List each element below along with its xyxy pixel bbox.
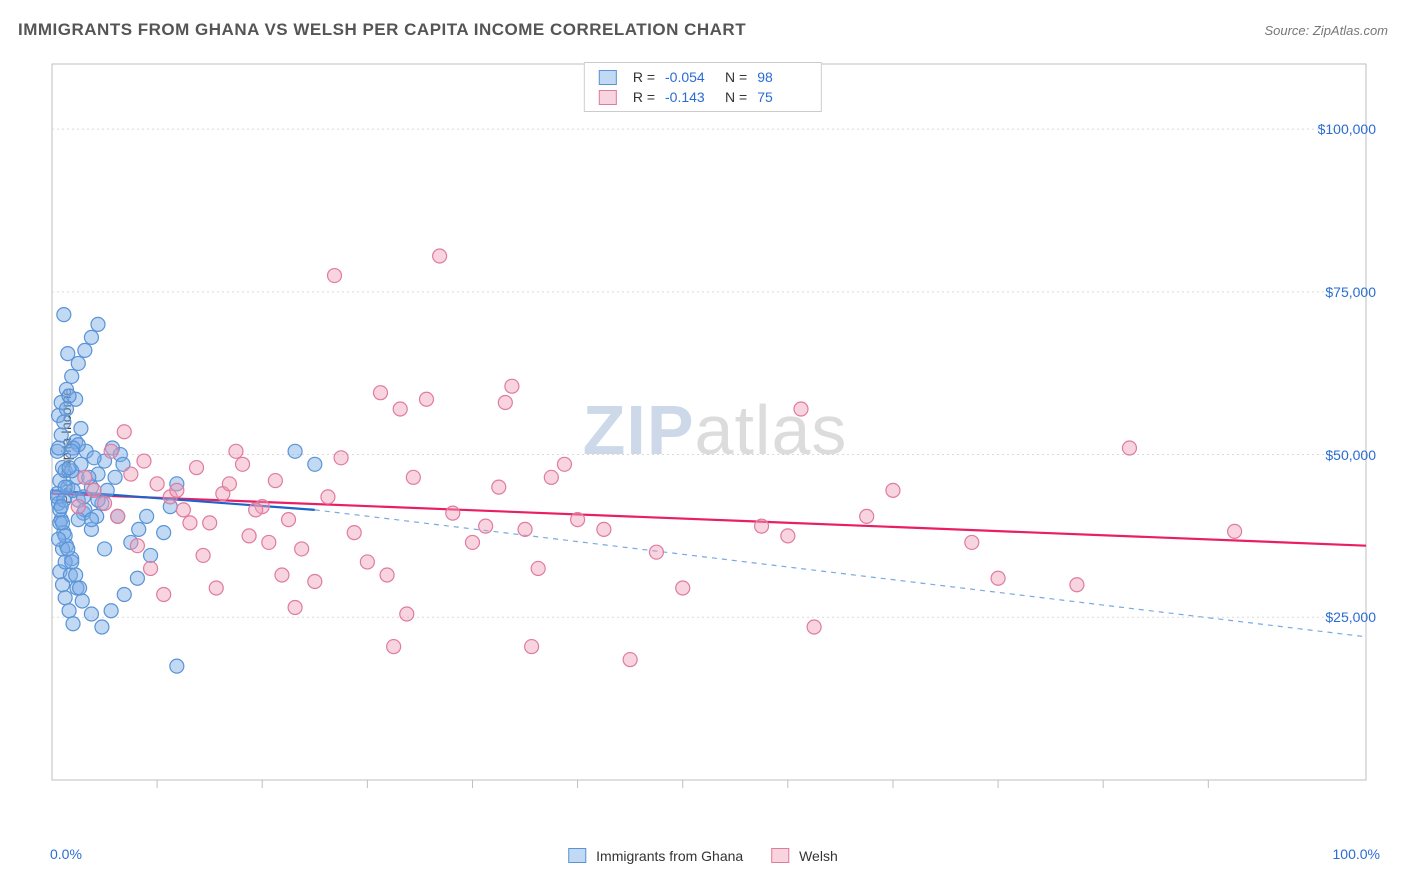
y-tick-label: $75,000 bbox=[1325, 284, 1376, 300]
legend-item: Welsh bbox=[771, 848, 838, 864]
y-tick-label: $100,000 bbox=[1318, 121, 1376, 137]
legend-item: Immigrants from Ghana bbox=[568, 848, 743, 864]
x-tick-min: 0.0% bbox=[50, 846, 82, 862]
y-tick-label: $25,000 bbox=[1325, 609, 1376, 625]
swatch-icon bbox=[599, 90, 617, 105]
n-value: 98 bbox=[757, 69, 807, 85]
swatch-icon bbox=[771, 848, 789, 863]
scatter-plot: ZIPatlas bbox=[50, 60, 1380, 800]
series-name: Immigrants from Ghana bbox=[596, 848, 743, 864]
n-label: N = bbox=[725, 69, 747, 85]
r-value: -0.054 bbox=[665, 69, 715, 85]
legend-series: Immigrants from Ghana Welsh bbox=[568, 848, 838, 864]
r-label: R = bbox=[633, 69, 655, 85]
x-tick-max: 100.0% bbox=[1333, 846, 1380, 862]
series-name: Welsh bbox=[799, 848, 838, 864]
r-value: -0.143 bbox=[665, 89, 715, 105]
legend-stats: R = -0.054 N = 98 R = -0.143 N = 75 bbox=[584, 62, 822, 112]
y-tick-label: $50,000 bbox=[1325, 447, 1376, 463]
legend-stats-row: R = -0.054 N = 98 bbox=[599, 67, 807, 87]
chart-title: IMMIGRANTS FROM GHANA VS WELSH PER CAPIT… bbox=[18, 20, 746, 40]
n-label: N = bbox=[725, 89, 747, 105]
r-label: R = bbox=[633, 89, 655, 105]
legend-stats-row: R = -0.143 N = 75 bbox=[599, 87, 807, 107]
swatch-icon bbox=[599, 70, 617, 85]
source-label: Source: ZipAtlas.com bbox=[1264, 23, 1388, 38]
n-value: 75 bbox=[757, 89, 807, 105]
swatch-icon bbox=[568, 848, 586, 863]
